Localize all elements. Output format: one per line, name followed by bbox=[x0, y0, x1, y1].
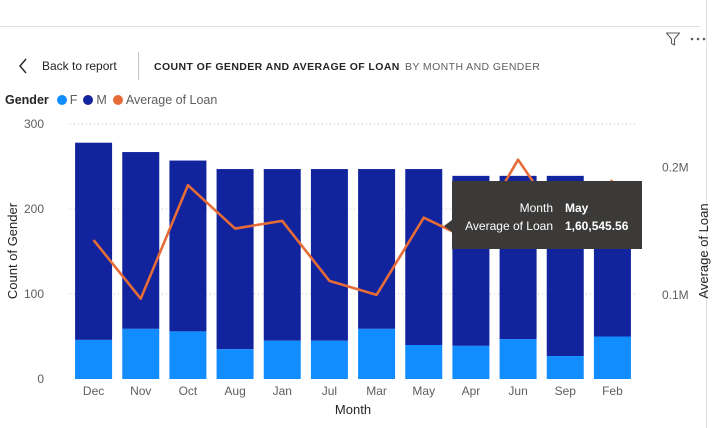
x-tick-label: Jun bbox=[508, 384, 527, 398]
legend-item-m[interactable]: M bbox=[83, 93, 107, 107]
chart-subtitle: BY MONTH AND GENDER bbox=[405, 61, 541, 73]
y-tick-label: 300 bbox=[24, 117, 44, 131]
more-options-icon[interactable] bbox=[688, 30, 708, 48]
line-point-jul[interactable] bbox=[326, 278, 332, 284]
x-axis-title: Month bbox=[335, 402, 371, 417]
x-tick-label: Mar bbox=[366, 384, 387, 398]
x-tick-label: Dec bbox=[83, 384, 104, 398]
x-tick-label: Apr bbox=[462, 384, 481, 398]
line-point-nov[interactable] bbox=[138, 296, 144, 302]
bar-m-jul[interactable] bbox=[310, 169, 348, 341]
line-point-jan[interactable] bbox=[279, 218, 285, 224]
legend-label-f: F bbox=[69, 93, 78, 107]
bar-f-may[interactable] bbox=[405, 345, 443, 379]
visual-header: Back to report COUNT OF GENDER AND AVERA… bbox=[0, 52, 700, 82]
tooltip-key-average-of-loan: Average of Loan bbox=[465, 219, 553, 233]
bar-m-may[interactable] bbox=[405, 169, 443, 345]
bar-f-oct[interactable] bbox=[169, 331, 207, 379]
x-tick-label: Oct bbox=[179, 384, 198, 398]
line-point-aug[interactable] bbox=[232, 226, 238, 232]
y-tick-label: 200 bbox=[24, 202, 44, 216]
line-point-oct[interactable] bbox=[185, 182, 191, 188]
bar-f-sep[interactable] bbox=[546, 356, 584, 379]
chart-title: COUNT OF GENDER AND AVERAGE OF LOAN bbox=[154, 61, 400, 73]
axes: 0 100 200 300 0.1M 0.2M Dec Nov Oct Aug Jan Jul Mar M… bbox=[5, 117, 711, 417]
tooltip-value-month: May bbox=[565, 201, 589, 215]
legend-title: Gender bbox=[5, 93, 49, 107]
legend-swatch-average-of-loan bbox=[112, 95, 123, 105]
header-divider bbox=[138, 52, 139, 80]
y-axis-title: Count of Gender bbox=[5, 202, 20, 299]
legend-label-m: M bbox=[96, 93, 107, 107]
back-to-report-label: Back to report bbox=[42, 59, 117, 73]
tooltip-pointer bbox=[444, 220, 452, 232]
x-tick-label: Nov bbox=[130, 384, 151, 398]
tooltip-key-month: Month bbox=[520, 201, 553, 215]
x-tick-label: Jul bbox=[322, 384, 337, 398]
legend: Gender F M Average of Loan bbox=[5, 93, 223, 107]
y-tick-label: 0 bbox=[37, 372, 44, 386]
legend-item-average-of-loan[interactable]: Average of Loan bbox=[112, 93, 218, 107]
y2-axis-title: Average of Loan bbox=[696, 203, 711, 298]
bar-f-nov[interactable] bbox=[122, 328, 160, 379]
filter-icon[interactable] bbox=[663, 30, 683, 48]
line-point-dec[interactable] bbox=[91, 237, 97, 243]
bar-m-oct[interactable] bbox=[169, 160, 207, 332]
bar-m-aug[interactable] bbox=[216, 169, 254, 350]
bar-f-apr[interactable] bbox=[452, 345, 490, 379]
x-tick-label: Aug bbox=[224, 384, 245, 398]
bar-f-dec[interactable] bbox=[75, 339, 113, 379]
bar-f-feb[interactable] bbox=[593, 336, 631, 380]
legend-label-average-of-loan: Average of Loan bbox=[125, 93, 218, 107]
x-tick-label: Feb bbox=[602, 384, 623, 398]
chevron-left-icon bbox=[14, 57, 32, 75]
bar-f-mar[interactable] bbox=[358, 328, 396, 379]
legend-item-f[interactable]: F bbox=[56, 93, 78, 107]
combo-chart: 0 100 200 300 0.1M 0.2M Dec Nov Oct Aug Jan Jul Mar M… bbox=[5, 117, 711, 417]
line-point-may[interactable] bbox=[421, 215, 427, 221]
y2-tick-label: 0.1M bbox=[662, 288, 689, 302]
bar-m-jan[interactable] bbox=[263, 169, 301, 341]
bar-f-jan[interactable] bbox=[263, 340, 301, 379]
back-to-report-button[interactable]: Back to report bbox=[14, 57, 117, 75]
bar-f-jun[interactable] bbox=[499, 339, 537, 379]
line-point-jun[interactable] bbox=[515, 157, 521, 163]
bar-series bbox=[75, 142, 631, 380]
legend-swatch-f bbox=[56, 95, 67, 105]
bar-m-nov[interactable] bbox=[122, 152, 160, 329]
line-point-mar[interactable] bbox=[374, 292, 380, 298]
y2-tick-label: 0.2M bbox=[662, 160, 689, 174]
legend-swatch-m bbox=[83, 95, 94, 105]
tooltip-value-average-of-loan: 1,60,545.56 bbox=[565, 219, 629, 233]
x-tick-label: Jan bbox=[273, 384, 292, 398]
right-divider bbox=[706, 0, 707, 428]
bar-f-aug[interactable] bbox=[216, 349, 254, 379]
top-band bbox=[0, 0, 700, 27]
line-average-of-loan bbox=[92, 158, 614, 300]
y-tick-label: 100 bbox=[24, 287, 44, 301]
line-series bbox=[91, 157, 614, 302]
bar-m-mar[interactable] bbox=[358, 169, 396, 329]
tooltip-box bbox=[452, 181, 642, 249]
x-tick-label: May bbox=[412, 384, 435, 398]
tooltip: Month May Average of Loan 1,60,545.56 bbox=[444, 181, 642, 249]
x-tick-label: Sep bbox=[555, 384, 577, 398]
bar-f-jul[interactable] bbox=[310, 340, 348, 379]
